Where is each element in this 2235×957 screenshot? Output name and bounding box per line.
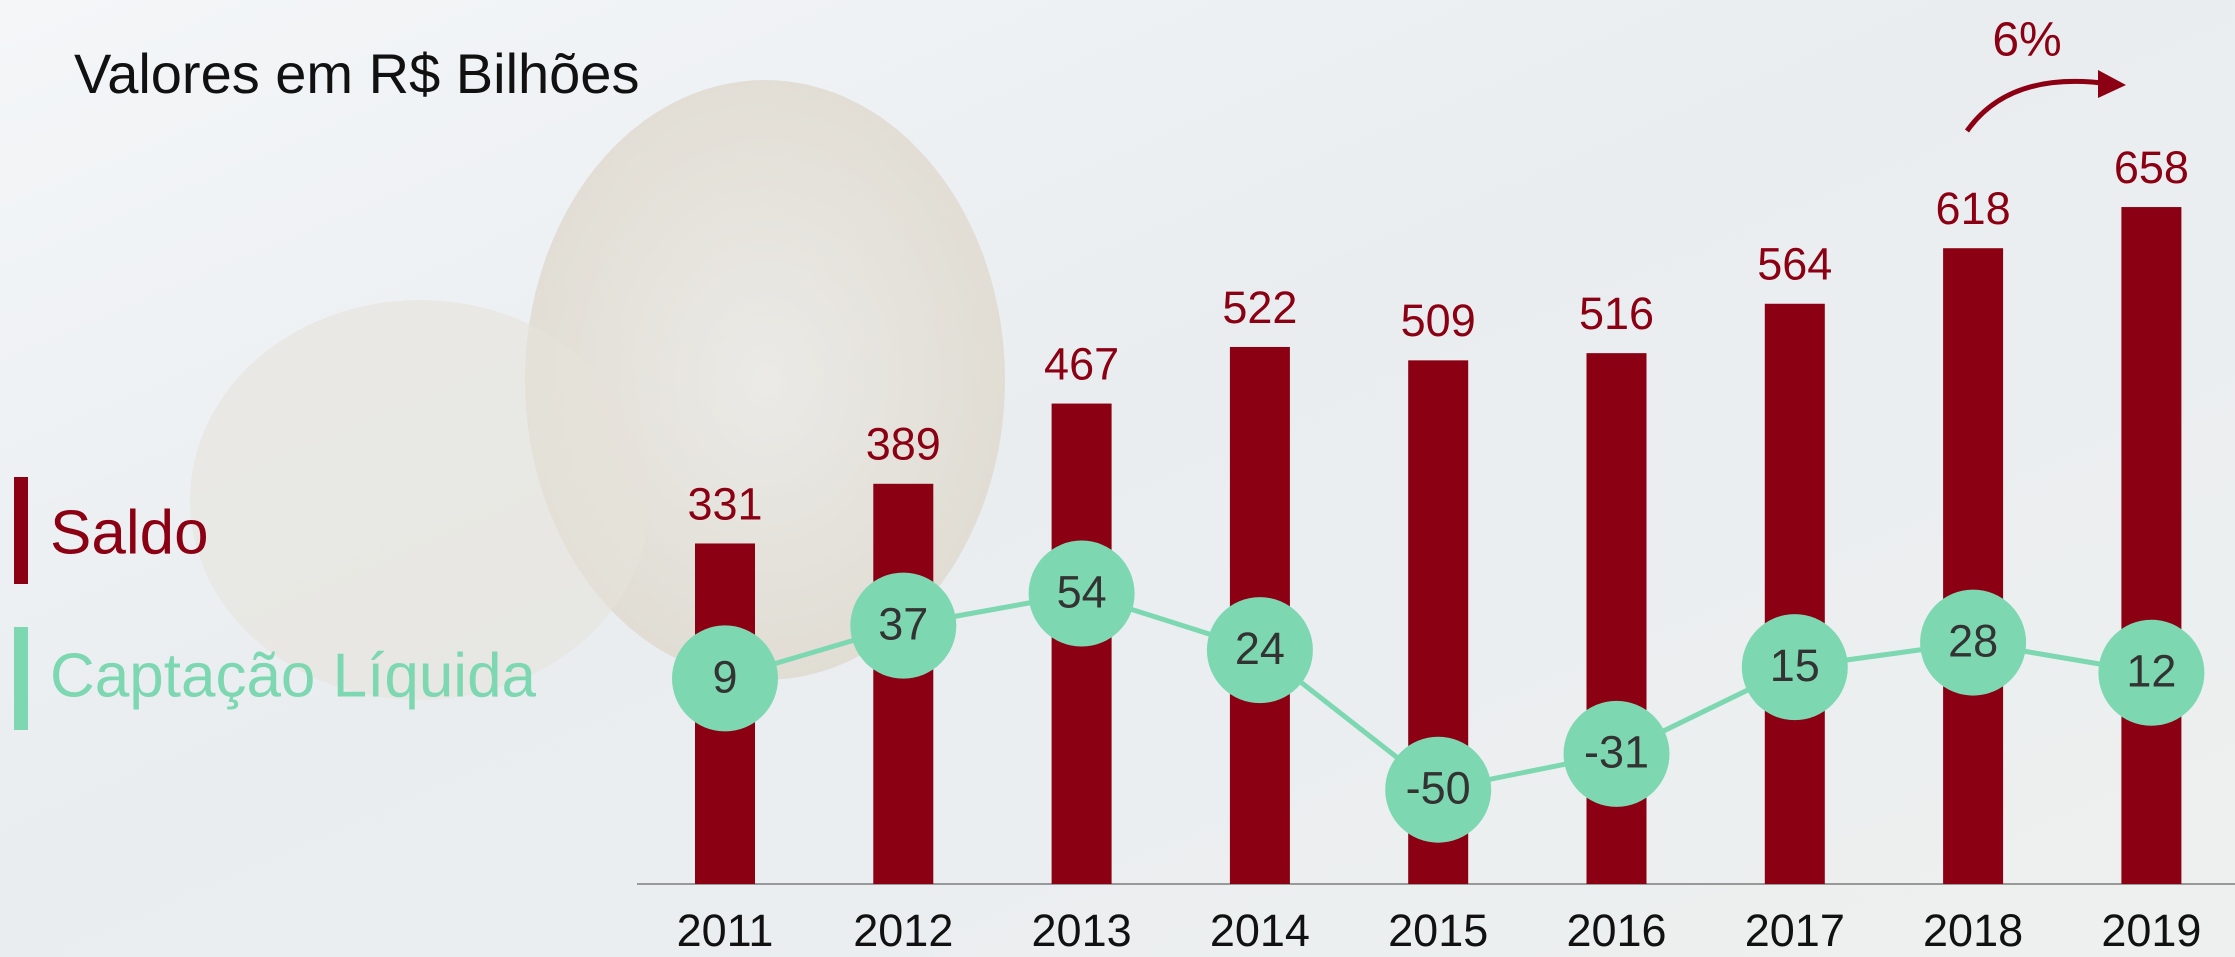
x-tick-label: 2013 [1032, 905, 1132, 956]
x-tick-label: 2016 [1566, 905, 1666, 956]
x-tick-label: 2011 [677, 905, 774, 956]
data-label: 331 [687, 478, 762, 529]
data-label: 28 [1948, 615, 1998, 666]
x-tick-label: 2012 [853, 905, 953, 956]
legend-swatch [14, 477, 28, 584]
data-label: 15 [1770, 640, 1820, 691]
data-label: -31 [1584, 727, 1649, 778]
data-label: 54 [1057, 566, 1107, 617]
legend-label: Captação Líquida [50, 641, 537, 710]
annotation: 6% [1992, 14, 2061, 67]
data-label: 9 [712, 651, 737, 702]
data-label: 24 [1235, 623, 1285, 674]
data-label: 522 [1222, 282, 1297, 333]
bar [2121, 207, 2181, 884]
data-label: 658 [2114, 142, 2189, 193]
data-label: 12 [2126, 646, 2176, 697]
coin-image [190, 300, 650, 700]
data-label: 509 [1401, 295, 1476, 346]
data-label: 564 [1757, 239, 1832, 290]
x-tick-label: 2015 [1388, 905, 1488, 956]
bar [1943, 248, 2003, 884]
data-label: 389 [866, 419, 941, 470]
x-tick-label: 2014 [1210, 905, 1310, 956]
x-tick-label: 2017 [1745, 905, 1845, 956]
legend-swatch [14, 627, 28, 730]
data-label: 37 [878, 598, 928, 649]
x-tick-label: 2019 [2101, 905, 2201, 956]
data-label: 467 [1044, 338, 1119, 389]
data-label: -50 [1406, 763, 1471, 814]
chart-title: Valores em R$ Bilhões [74, 42, 639, 105]
legend-label: Saldo [50, 498, 209, 567]
data-label: 516 [1579, 288, 1654, 339]
bar [873, 484, 933, 884]
bar [1765, 304, 1825, 884]
data-label: 618 [1936, 183, 2011, 234]
x-tick-label: 2018 [1923, 905, 2023, 956]
chart: Valores em R$ Bilhões Saldo Captação Líq… [0, 0, 2235, 957]
